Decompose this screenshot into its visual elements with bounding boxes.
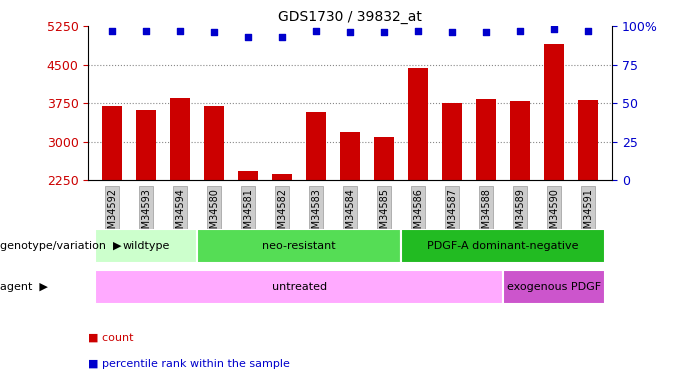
- Point: [209, 29, 220, 35]
- Point: [141, 28, 152, 34]
- Point: [243, 34, 254, 40]
- Title: GDS1730 / 39832_at: GDS1730 / 39832_at: [278, 10, 422, 24]
- Bar: [408, 68, 428, 180]
- Bar: [578, 99, 598, 180]
- Text: PDGF-A dominant-negative: PDGF-A dominant-negative: [428, 241, 579, 250]
- Point: [311, 28, 322, 34]
- Bar: [136, 110, 156, 180]
- Point: [447, 29, 458, 35]
- Text: agent  ▶: agent ▶: [0, 282, 48, 292]
- Point: [379, 29, 390, 35]
- Bar: [204, 106, 224, 180]
- Text: genotype/variation  ▶: genotype/variation ▶: [0, 241, 122, 250]
- Bar: [95, 270, 503, 304]
- Bar: [442, 103, 462, 180]
- Bar: [306, 112, 326, 180]
- Point: [345, 29, 356, 35]
- Text: untreated: untreated: [271, 282, 327, 292]
- Bar: [510, 100, 530, 180]
- Point: [413, 28, 424, 34]
- Bar: [95, 229, 197, 262]
- Point: [481, 29, 492, 35]
- Bar: [272, 174, 292, 180]
- Bar: [544, 44, 564, 180]
- Bar: [476, 99, 496, 180]
- Bar: [102, 106, 122, 180]
- Text: exogenous PDGF: exogenous PDGF: [507, 282, 601, 292]
- Point: [107, 28, 118, 34]
- Bar: [170, 98, 190, 180]
- Point: [175, 28, 186, 34]
- Bar: [401, 229, 605, 262]
- Point: [515, 28, 526, 34]
- Bar: [238, 171, 258, 180]
- Bar: [340, 132, 360, 180]
- Bar: [197, 229, 401, 262]
- Bar: [503, 270, 605, 304]
- Point: [583, 28, 594, 34]
- Text: wildtype: wildtype: [122, 241, 170, 250]
- Point: [549, 26, 560, 32]
- Point: [277, 34, 288, 40]
- Text: ■ count: ■ count: [88, 333, 134, 342]
- Text: neo-resistant: neo-resistant: [262, 241, 336, 250]
- Bar: [374, 138, 394, 180]
- Text: ■ percentile rank within the sample: ■ percentile rank within the sample: [88, 359, 290, 369]
